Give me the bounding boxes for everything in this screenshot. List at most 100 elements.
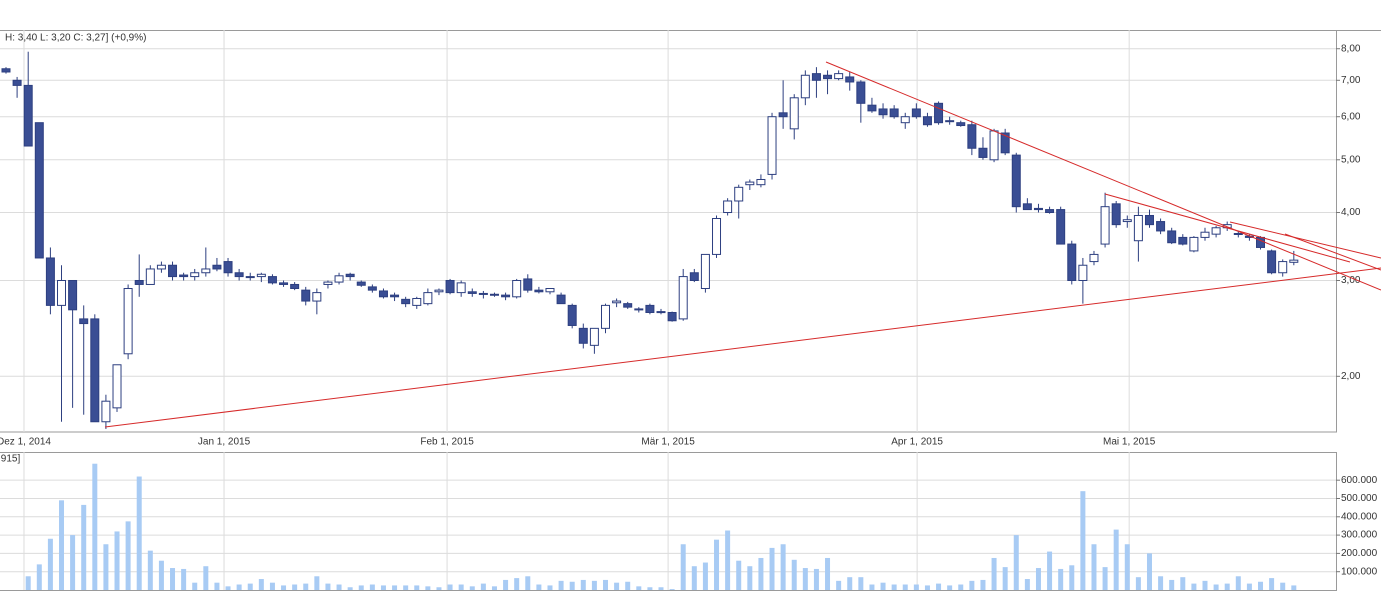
volume-bar [70, 535, 76, 590]
volume-bar [425, 586, 431, 590]
candle-body [1178, 236, 1188, 245]
volume-bar [1035, 568, 1041, 590]
candle-body [168, 264, 178, 278]
candle-body [1156, 221, 1166, 232]
volume-bar [1113, 529, 1119, 590]
volume-bar [913, 584, 919, 590]
y-tick-label: 100.000 [1341, 566, 1378, 577]
volume-bar [658, 587, 664, 590]
volume-bar [336, 584, 342, 590]
volume-bar [1013, 535, 1019, 590]
candle-body [523, 278, 533, 291]
volume-bar [702, 562, 708, 590]
candle-body [612, 300, 622, 304]
volume-bar [147, 550, 153, 590]
candle-body [811, 73, 821, 81]
candle-body [967, 124, 977, 149]
candle-body [1122, 219, 1132, 223]
volume-bar [236, 584, 242, 590]
candle-body [434, 289, 444, 293]
volume-bar [813, 568, 819, 590]
candle-body [12, 79, 22, 86]
candle-body [256, 273, 266, 278]
candle-body [345, 273, 355, 278]
trend-line [104, 267, 1381, 428]
candle-body [279, 282, 289, 285]
candle-body [1, 68, 11, 73]
volume-bar [558, 580, 564, 590]
volume-bar [691, 566, 697, 590]
trend-line [1104, 193, 1351, 263]
candle-body [1144, 214, 1154, 226]
volume-bar [258, 579, 264, 590]
candle-body [556, 294, 566, 305]
volume-bar [281, 585, 287, 590]
volume-bar [269, 582, 275, 590]
candle-body [334, 275, 344, 283]
volume-bar [491, 586, 497, 590]
x-tick-label: Apr 1, 2015 [891, 437, 943, 448]
volume-bar [1246, 583, 1252, 590]
candle-body [689, 272, 699, 281]
volume-bar [714, 539, 720, 590]
volume-bar [858, 577, 864, 590]
volume-bar [958, 584, 964, 590]
volume-bar [725, 530, 731, 590]
candle-body [1033, 207, 1043, 211]
candle-body [1278, 261, 1288, 274]
candle-body [1233, 233, 1243, 236]
candle-body [467, 291, 477, 294]
volume-bar [825, 557, 831, 590]
candle-body [656, 311, 666, 314]
candle-body [123, 288, 133, 355]
candle-body [1167, 230, 1177, 244]
volume-bar [736, 560, 742, 590]
volume-bar [314, 576, 320, 590]
volume-bar [1047, 551, 1053, 590]
candle-body [101, 400, 111, 423]
candle-body [367, 286, 377, 291]
candle-body [734, 186, 744, 202]
volume-bar [1213, 584, 1219, 590]
candle-body [578, 327, 588, 344]
candle-body [179, 274, 189, 278]
y-tick-label: 600.000 [1341, 475, 1378, 486]
volume-bar [580, 579, 586, 590]
volume-bar [836, 580, 842, 590]
volume-bar [158, 560, 164, 590]
candle-body [401, 298, 411, 305]
candle-body [245, 276, 255, 279]
candle-body [712, 217, 722, 255]
volume-bar [980, 579, 986, 590]
volume-bar [902, 584, 908, 590]
volume-bar [802, 568, 808, 590]
candle-body [1267, 250, 1277, 274]
candle-body [90, 318, 100, 423]
candle-body [34, 122, 44, 259]
candle-body [489, 293, 499, 296]
candle-body [1189, 236, 1199, 252]
candle-body [789, 97, 799, 130]
volume-bar [59, 500, 65, 590]
trend-lines [104, 61, 1381, 428]
volume-bar [625, 581, 631, 590]
candle-body [911, 108, 921, 118]
candle-body [1111, 203, 1121, 226]
volume-bar [936, 583, 942, 590]
volume-bar [436, 587, 442, 590]
candle-body [934, 102, 944, 124]
volume-bar [1269, 578, 1275, 590]
volume-bar [991, 557, 997, 590]
candle-body [45, 257, 55, 306]
y-tick-label: 4,00 [1341, 207, 1361, 218]
volume-bar [1202, 580, 1208, 590]
volume-bar [880, 582, 886, 590]
candle-body [700, 253, 710, 290]
candle-body [756, 178, 766, 186]
y-tick-label: 5,00 [1341, 154, 1361, 165]
volume-bar [1280, 582, 1286, 590]
candle-body [223, 261, 233, 274]
volume-bar [591, 580, 597, 590]
candle-body [834, 73, 844, 80]
candle-body [623, 303, 633, 308]
